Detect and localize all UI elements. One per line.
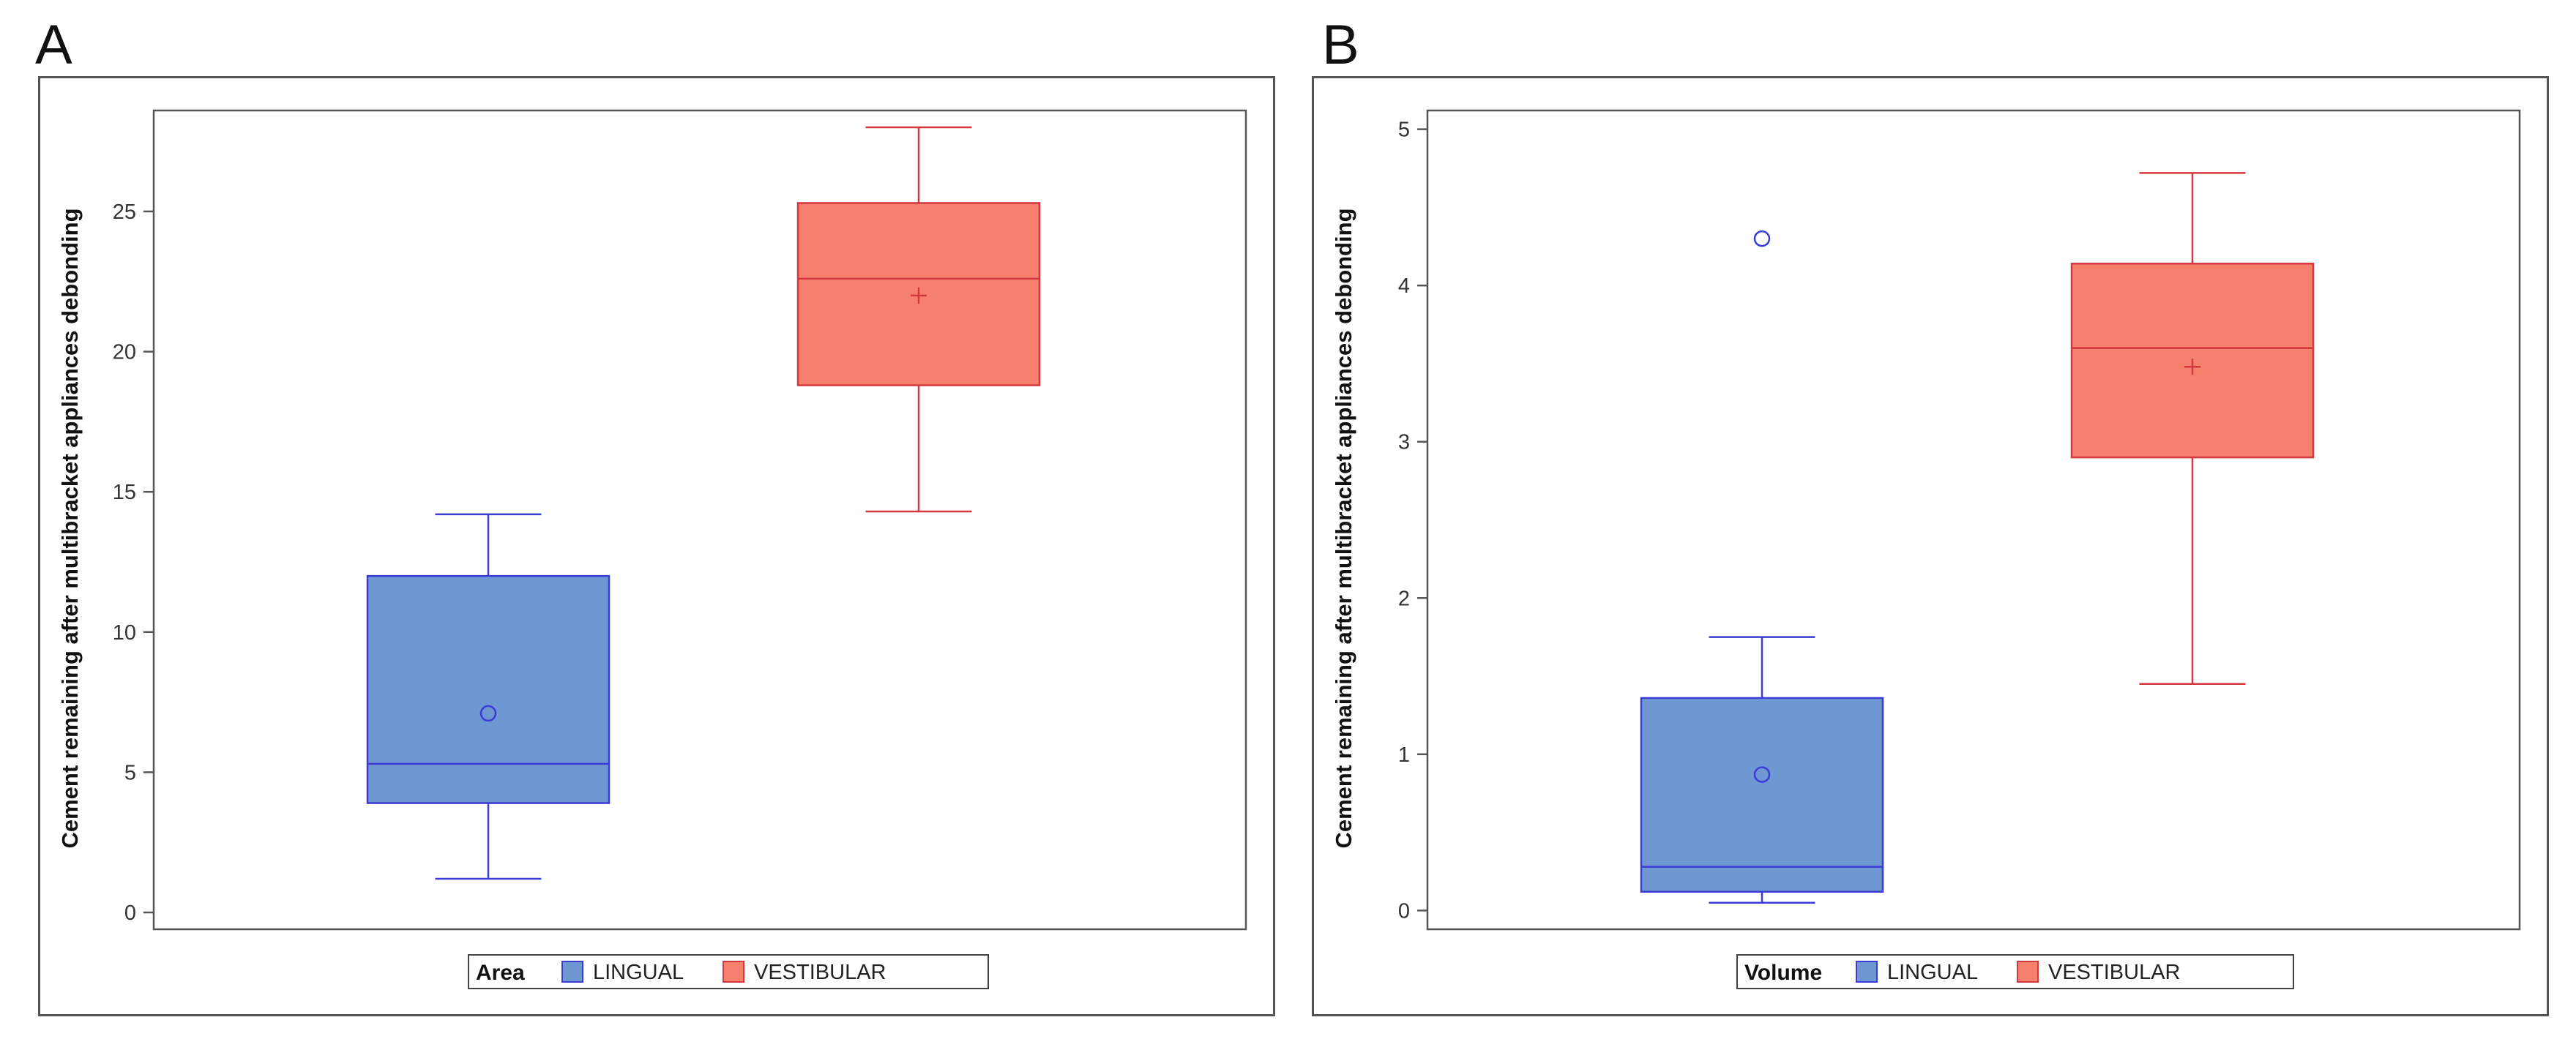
panel-b-y-axis-label: Cement remaining after multibracket appl…: [1331, 208, 1356, 848]
mean-marker: [1753, 766, 1771, 783]
panel-b-y-tick-label: 3: [1398, 431, 1410, 454]
panel-b-y-tick-label: 2: [1398, 587, 1410, 610]
panel-b-legend: Volume LINGUAL VESTIBULAR: [1736, 954, 2294, 989]
panel-a-plot-area: [152, 109, 1247, 931]
panel-a-y-tick-label: 15: [113, 481, 136, 504]
panel-b-frame: 0 1 2 3 4 5 Cement remaining after multibrack…: [1312, 76, 2549, 1016]
panel-a-legend-label-vestibular: VESTIBULAR: [754, 961, 886, 984]
panel-b-y-tick-label: 1: [1398, 743, 1410, 767]
panel-a-marks: [366, 126, 1041, 880]
panel-b-marks: [1640, 172, 2315, 904]
panel-b-legend-title: Volume: [1744, 961, 1822, 985]
outlier-point: [1753, 230, 1771, 247]
panel-a-y-axis: 0 5 10 15 20 25: [113, 200, 154, 925]
panel-a-legend-swatch-vestibular: [723, 961, 744, 983]
panel-b-legend-swatch-lingual: [1856, 961, 1878, 983]
panel-b-y-tick-label: 4: [1398, 274, 1410, 298]
panel-b-plot-area: [1426, 109, 2521, 931]
panel-b-chart: 0 1 2 3 4 5 Cement remaining after multibrack…: [1331, 109, 2521, 989]
panel-b-box-lingual: [1640, 230, 1884, 904]
mean-marker: [911, 287, 927, 304]
panel-a-frame: 0 5 10 15 20 25 Cement remaining after multib…: [38, 76, 1275, 1016]
panel-b-y-tick-label: 0: [1398, 899, 1410, 923]
panel-a-y-tick-label: 20: [113, 341, 136, 364]
panel-a-letter: A: [35, 14, 72, 76]
mean-marker: [479, 705, 497, 722]
panel-b-legend-box: [1736, 954, 2294, 989]
panel-a-legend-swatch-lingual: [561, 961, 583, 983]
panel-a-legend-label-lingual: LINGUAL: [593, 961, 684, 984]
panel-b-letter: B: [1322, 14, 1359, 76]
mean-marker: [2184, 359, 2200, 375]
iqr-box: [1640, 697, 1884, 893]
panel-a-y-tick-label: 0: [124, 901, 136, 925]
panel-b-y-tick-label: 5: [1398, 119, 1410, 142]
panel-a-legend-title: Area: [476, 961, 525, 985]
panel-a-box-vestibular: [796, 126, 1041, 513]
panel-b-y-axis: 0 1 2 3 4 5: [1398, 119, 1427, 923]
iqr-box: [366, 574, 611, 804]
panel-b-legend-label-vestibular: VESTIBULAR: [2048, 961, 2181, 984]
panel-a-box-lingual: [366, 513, 611, 880]
panel-a-y-tick-label: 10: [113, 621, 136, 645]
panel-a-y-tick-label: 25: [113, 200, 136, 224]
panel-a-y-tick-label: 5: [124, 761, 136, 784]
panel-b-box-vestibular: [2070, 172, 2315, 685]
panel-b-legend-label-lingual: LINGUAL: [1887, 961, 1978, 984]
panel-a-legend: Area LINGUAL VESTIBULAR: [468, 954, 989, 989]
panel-a-chart: 0 5 10 15 20 25 Cement remaining after multib…: [57, 109, 1247, 989]
panel-a-y-axis-label: Cement remaining after multibracket appl…: [57, 208, 83, 848]
panel-b-legend-swatch-vestibular: [2017, 961, 2039, 983]
